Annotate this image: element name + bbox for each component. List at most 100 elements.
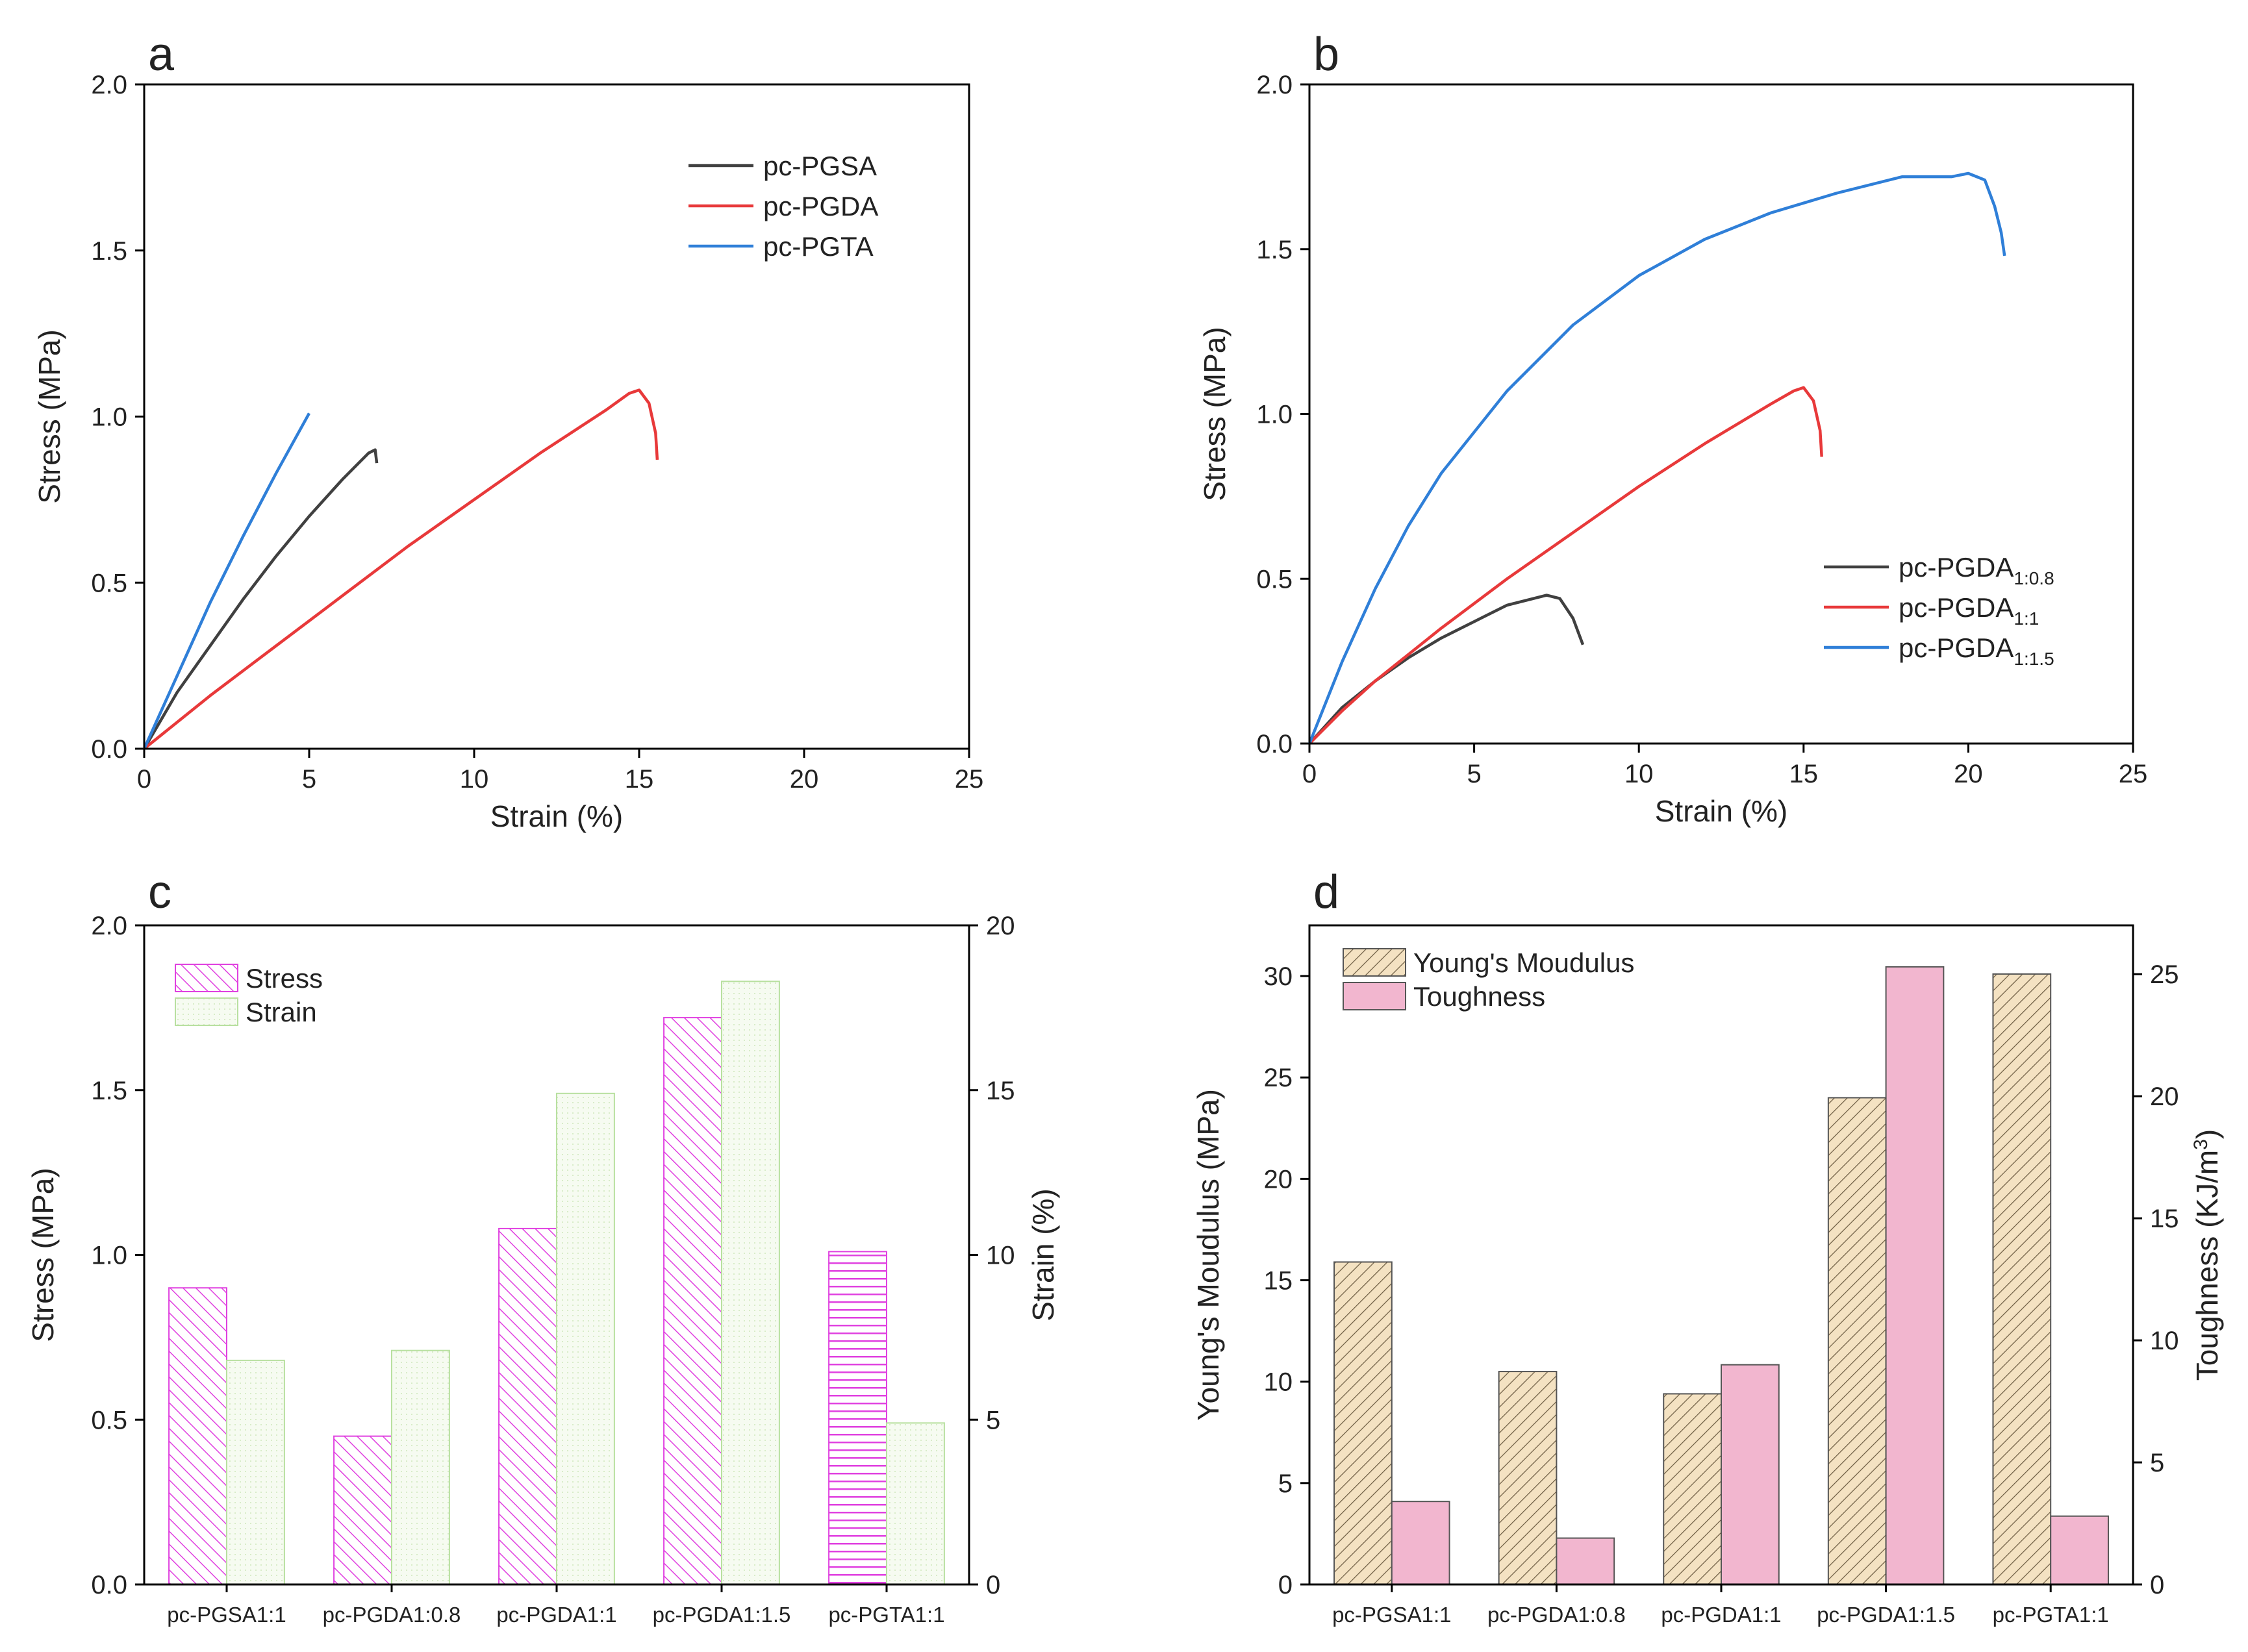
y-tick-label: 1.0 [91,403,127,432]
panel-letter-d: d [1313,866,1339,918]
y-tick-label: 0.5 [1256,565,1293,594]
legend-entry: pc-PGSA [763,151,877,181]
category-label: pc-PGDA1:1 [496,1603,616,1627]
x-tick-label: 15 [625,765,654,794]
y2-axis-label: Strain (%) [1026,1188,1060,1321]
y2-tick-label: 0 [986,1571,1000,1599]
y-tick-label: 1.5 [91,237,127,266]
y-tick-label: 2.0 [91,71,127,99]
panel-d-frame [1308,924,2134,1586]
y-tick-label: 1.0 [91,1242,127,1270]
bar-strain-4 [886,1422,945,1585]
series-line-pc-pgda-1-1-5 [1307,171,2006,744]
bar-stress-1 [333,1435,392,1585]
panel-letter-b: b [1313,29,1339,81]
series-line-pc-pgda [143,388,659,750]
y-axis-label: Young's Moudulus (MPa) [1191,1089,1225,1421]
x-axis-label: Strain (%) [1655,794,1787,828]
x-tick-label: 20 [1954,760,1983,788]
y2-tick-label: 15 [2150,1205,2179,1233]
legend-entry-name: pc-PGDA [1899,632,2014,663]
legend-entry-subscript: 1:1.5 [2014,649,2054,669]
bar-young-s-moudulus-2 [1663,1393,1722,1585]
y2-axis-label: Toughness (KJ/m3) [2190,1129,2224,1381]
legend-entry: Stress [246,963,323,994]
y-tick-label: 15 [1264,1267,1293,1295]
y-tick-label: 10 [1264,1368,1293,1397]
y-tick-label: 1.0 [1256,401,1293,429]
legend-entry-name: pc-PGDA [1899,592,2014,623]
legend-swatch [175,997,238,1026]
bar-stress-4 [828,1251,887,1586]
legend-swatch [1343,948,1406,977]
legend-entry: pc-PGDA1:1 [1899,592,2039,629]
category-label: pc-PGDA1:1.5 [653,1603,791,1627]
x-axis-label: Strain (%) [490,799,623,833]
y-tick-label: 30 [1264,962,1293,991]
y2-tick-label: 10 [986,1242,1015,1270]
y-tick-label: 0 [1278,1571,1293,1599]
legend-swatch [1343,982,1406,1010]
bar-toughness-0 [1391,1501,1450,1586]
category-label: pc-PGDA1:1.5 [1817,1603,1955,1627]
panel-a-frame [143,83,970,750]
bar-toughness-3 [1885,966,1945,1585]
legend-entry: Toughness [1413,981,1545,1012]
y-tick-label: 0.5 [91,1406,127,1434]
y2-tick-label: 10 [2150,1327,2179,1355]
y2-tick-label: 20 [2150,1083,2179,1111]
legend-entry: pc-PGDA1:0.8 [1899,552,2054,588]
x-tick-label: 0 [137,765,151,794]
y-tick-label: 2.0 [91,912,127,940]
bar-young-s-moudulus-4 [1992,973,2052,1585]
bar-stress-0 [168,1287,228,1585]
category-label: pc-PGDA1:0.8 [1487,1603,1626,1627]
legend-entry-name: pc-PGDA [763,191,878,221]
series-line-pc-pgda-1-1 [1308,386,1823,745]
y2-tick-label: 5 [986,1406,1000,1434]
bar-toughness-2 [1721,1364,1780,1586]
x-tick-label: 5 [1467,760,1481,788]
bar-young-s-moudulus-0 [1333,1261,1393,1586]
x-tick-label: 20 [790,765,819,794]
bar-strain-3 [721,981,780,1585]
bar-strain-1 [391,1349,450,1586]
y2-tick-label: 15 [986,1077,1015,1105]
y2-axis-label-text: Toughness (KJ/m [2190,1150,2224,1381]
panel-a-stress-strain: a 0.0 0.5 1.0 1.5 2.0 0 5 10 15 20 25 Strain (%) Stre… [32,29,983,833]
panel-b-stress-strain-ratio: b 0.0 0.5 1.0 1.5 2.0 0 5 10 15 20 25 Strain (%) Stre… [1198,29,2147,828]
bar-stress-3 [663,1017,722,1585]
y-axis-label: Stress (MPa) [1198,327,1231,501]
y-tick-label: 0.5 [91,569,127,597]
legend-entry: pc-PGDA [763,191,878,221]
series-line-pc-pgda-1-0-8 [1308,594,1585,745]
panel-d-modulus-toughness-bars: d 0 5 10 15 20 25 30 0 5 10 15 20 25 pc-PGSA1:1 pc-PGDA… [1191,866,2224,1627]
y-tick-label: 0.0 [91,1571,127,1599]
y2-tick-label: 5 [2150,1449,2164,1477]
y-axis-label: Stress (MPa) [32,329,66,503]
legend-entry-subscript: 1:1 [2014,608,2039,629]
legend-entry: Young's Moudulus [1413,947,1634,978]
y-axis-label: Stress (MPa) [26,1168,60,1342]
panel-c-frame [143,924,970,1586]
x-tick-label: 5 [302,765,316,794]
y2-axis-label-end: ) [2190,1129,2224,1139]
x-tick-label: 10 [460,765,489,794]
legend-entry-name: pc-PGDA [1899,552,2014,582]
legend-entry-name: pc-PGTA [763,231,874,262]
panel-letter-a: a [148,29,175,81]
y-tick-label: 2.0 [1256,71,1293,99]
legend-entry: pc-PGTA [763,231,874,262]
y2-tick-label: 20 [986,912,1015,940]
x-tick-label: 0 [1302,760,1317,788]
legend-entry-subscript: 1:0.8 [2014,568,2054,588]
series-line-pc-pgta [142,412,310,749]
y-tick-label: 1.5 [1256,236,1293,264]
y2-tick-label: 0 [2150,1571,2164,1599]
series-line-pc-pgsa [143,448,379,750]
y-tick-label: 25 [1264,1064,1293,1092]
y2-axis-label-text: Strain (%) [1026,1188,1060,1321]
y-tick-label: 0.0 [1256,730,1293,758]
x-tick-label: 25 [955,765,984,794]
